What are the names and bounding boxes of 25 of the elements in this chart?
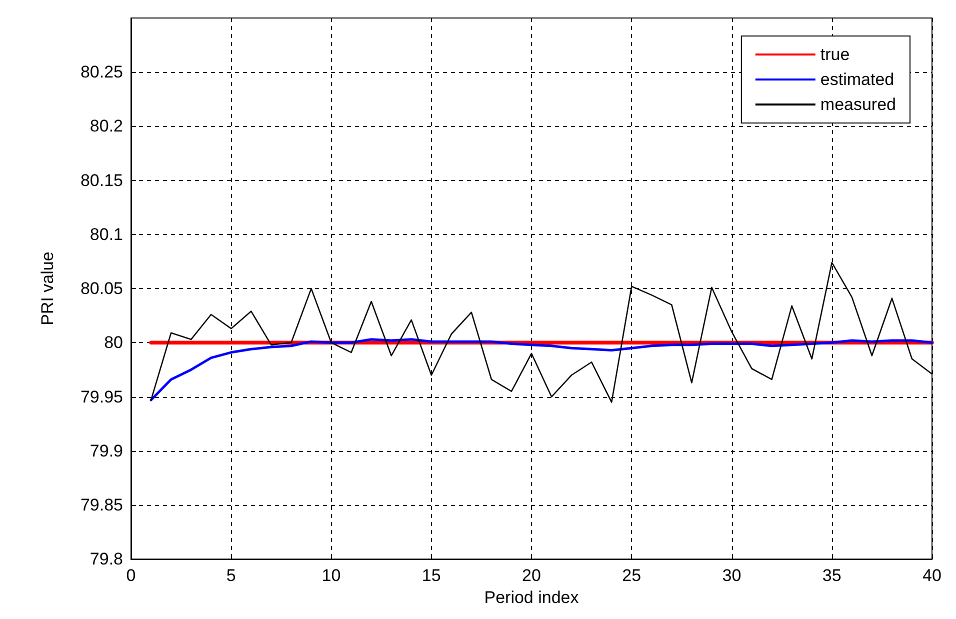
- legend-label: measured: [820, 95, 896, 114]
- line-series: [150, 338, 934, 402]
- x-tick-label: 15: [422, 566, 441, 586]
- y-tick-label: 79.85: [80, 495, 123, 514]
- x-axis-title: Period index: [484, 588, 580, 607]
- legend-label: true: [820, 45, 850, 64]
- x-tick-label: 20: [522, 566, 541, 586]
- x-tick-label: 0: [126, 566, 136, 586]
- x-tick-label: 10: [322, 566, 341, 586]
- y-tick-label: 80.05: [80, 279, 123, 298]
- x-tick-label: 25: [622, 566, 642, 586]
- y-tick-label: 80.15: [80, 170, 123, 190]
- x-tick-label: 5: [226, 566, 236, 586]
- y-tick-label: 79.9: [90, 441, 123, 460]
- y-tick-label: 79.8: [90, 550, 123, 569]
- legend-label: estimated: [820, 70, 894, 89]
- y-tick-label: 80.1: [90, 224, 123, 244]
- y-tick-label: 80: [104, 333, 123, 352]
- x-tick-label: 40: [922, 566, 942, 586]
- y-tick-label: 79.95: [80, 387, 123, 406]
- x-tick-label: 35: [822, 566, 842, 586]
- y-tick-label: 80.25: [80, 62, 123, 82]
- y-tick-label: 80.2: [90, 116, 123, 136]
- x-tick-label: 30: [722, 566, 742, 586]
- y-axis-title: PRI value: [38, 252, 57, 326]
